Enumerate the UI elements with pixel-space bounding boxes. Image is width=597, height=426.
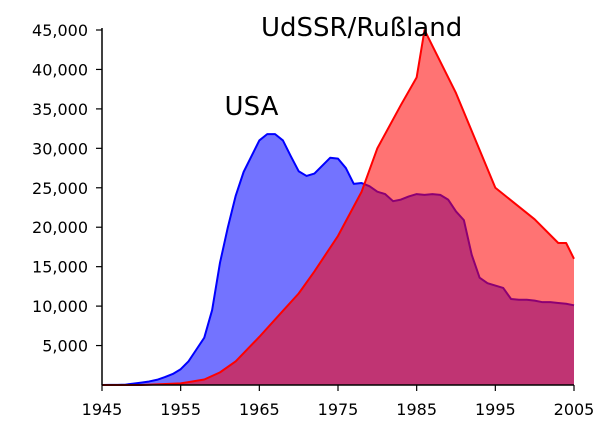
x-tick-label: 1985 xyxy=(396,400,437,419)
series-label-usa: USA xyxy=(225,92,279,122)
y-tick-label: 45,000 xyxy=(32,21,88,40)
line-udssr-ru-land xyxy=(101,29,575,386)
area-udssr-ru-land xyxy=(102,30,574,385)
series-label-udssr-ru-land: UdSSR/Rußland xyxy=(261,13,462,43)
x-tick-label: 1945 xyxy=(82,400,123,419)
plot-area xyxy=(101,28,575,386)
y-tick-label: 10,000 xyxy=(32,297,88,316)
x-tick-label: 1975 xyxy=(318,400,359,419)
x-tick-label: 1995 xyxy=(475,400,516,419)
series-labels: USA UdSSR/Rußland xyxy=(225,13,463,122)
x-axis-ticks: 1945 1955 1965 1975 1985 1995 2005 xyxy=(82,385,595,419)
y-tick-label: 20,000 xyxy=(32,218,88,237)
x-tick-label: 1965 xyxy=(239,400,280,419)
y-tick-label: 25,000 xyxy=(32,179,88,198)
x-tick-label: 2005 xyxy=(554,400,595,419)
y-tick-label: 35,000 xyxy=(32,100,88,119)
y-tick-label: 5,000 xyxy=(42,337,88,356)
y-tick-label: 15,000 xyxy=(32,258,88,277)
y-tick-label: 40,000 xyxy=(32,60,88,79)
y-tick-label: 30,000 xyxy=(32,139,88,158)
y-axis-ticks: 5,000 10,000 15,000 20,000 25,000 30,000 35,00… xyxy=(32,21,102,356)
series-areas xyxy=(101,29,575,386)
x-tick-label: 1955 xyxy=(160,400,201,419)
